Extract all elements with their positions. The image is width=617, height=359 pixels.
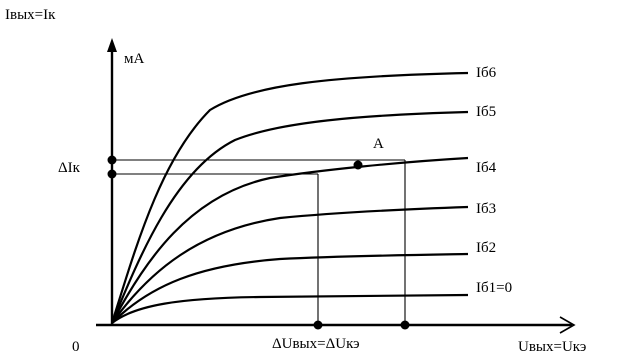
curve-ib5: [110, 110, 469, 324]
y-axis-arrowhead: [107, 38, 117, 52]
curve-ib4: [111, 156, 469, 324]
curve-label-ib5: Iб5: [476, 104, 496, 120]
x-axis-label: Uвых=Uкэ: [518, 339, 586, 354]
curve-ib2: [111, 252, 469, 324]
curve-label-ib3: Iб3: [476, 201, 496, 217]
delta-u-left-dot: [313, 320, 323, 330]
curve-ib3: [111, 205, 469, 324]
unit-label: мА: [124, 51, 144, 67]
origin-label: 0: [72, 339, 80, 354]
curve-label-ib1: Iб1=0: [476, 280, 512, 296]
delta-ik-lower-dot: [107, 169, 117, 179]
curve-ib1: [111, 293, 469, 324]
delta-u-label: ΔUвых=ΔUкэ: [272, 336, 360, 352]
delta-ik-label: ΔIк: [58, 160, 81, 176]
point-a-label: A: [373, 136, 384, 152]
y-axis-label: Iвых=Iк: [5, 7, 56, 23]
delta-ik-upper-dot: [107, 155, 117, 165]
curve-ib6: [110, 71, 469, 324]
delta-u-right-dot: [400, 320, 410, 330]
x-axis-arrowhead: [559, 316, 576, 334]
curve-label-ib2: Iб2: [476, 240, 496, 256]
curve-label-ib4: Iб4: [476, 160, 497, 176]
curve-label-ib6: Iб6: [476, 65, 497, 81]
point-a-dot: [353, 160, 363, 170]
